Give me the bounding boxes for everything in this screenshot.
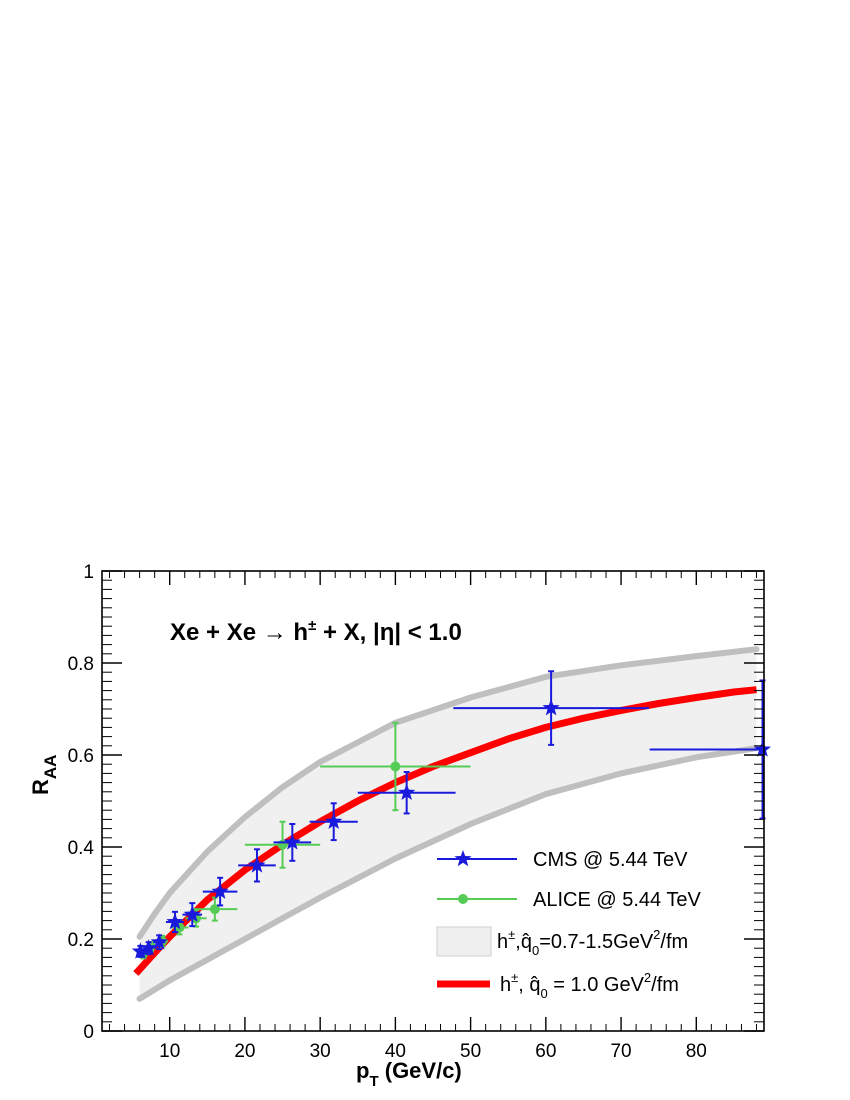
cms-point-3 [165,910,184,934]
cms-point-11 [649,679,772,820]
alice-point-5 [192,896,238,922]
x-tick-label-20: 20 [234,1041,255,1062]
x-tick-label-80: 80 [686,1041,707,1062]
alice-circle-marker-7 [390,761,401,772]
cms-star-marker-9 [398,783,416,800]
x-tick-label-40: 40 [385,1041,406,1062]
alice-point-7 [320,721,471,812]
cms-star-marker-7 [283,833,301,850]
cms-point-7 [273,823,312,862]
y-tick-label-2: 0.4 [68,838,95,859]
y-tick-label-4: 0.8 [68,654,94,675]
legend-alice-label: ALICE @ 5.44 TeV [533,889,701,911]
cms-star-marker-8 [325,812,343,829]
cms-point-2 [150,933,168,951]
cms-point-5 [202,876,238,907]
x-tick-label-50: 50 [460,1041,481,1062]
annotation-text: Xe + Xe → h± + X, |η| < 1.0 [170,617,462,646]
legend-entry-cms: CMS @ 5.44 TeV [437,849,688,871]
legend-band-label: h±,q̂0=0.7-1.5GeV2/fm [497,927,688,958]
data-points-layer [131,670,772,960]
cms-star-marker-1 [140,939,158,956]
cms-star-marker-6 [248,856,266,873]
cms-star-marker-3 [166,912,184,930]
x-axis-title: pT (GeV/c) [356,1058,462,1090]
cms-point-8 [309,802,358,842]
y-tick-label-0: 0 [83,1022,94,1043]
cms-star-marker-4 [183,905,201,922]
cms-star-marker-2 [150,933,168,950]
legend-entry-curve: h±, q̂0 = 1.0 GeV2/fm [437,970,679,1001]
legend-curve-label: h±, q̂0 = 1.0 GeV2/fm [500,970,679,1001]
cms-star-marker-10 [542,699,560,716]
cms-point-1 [140,939,158,956]
cms-point-9 [357,771,456,815]
cms-star-marker-5 [211,882,229,899]
y-axis-title: RAA [28,755,60,795]
legend-cms-star-icon [454,850,472,867]
legend-entry-alice: ALICE @ 5.44 TeV [437,889,701,911]
x-tick-label-10: 10 [159,1041,180,1062]
legend: CMS @ 5.44 TeV ALICE @ 5.44 TeV h±,q̂0=0… [436,849,701,1001]
legend-alice-circle-icon [458,894,468,904]
axes-layer: 10 20 30 40 50 60 70 80 0 0.2 0.4 0.6 0.8 1 [68,562,764,1062]
legend-entry-band: h±,q̂0=0.7-1.5GeV2/fm [436,926,688,958]
y-tick-label-5: 1 [83,562,94,583]
band-upper-edge [136,646,760,940]
x-tick-label-70: 70 [610,1041,631,1062]
x-tick-label-60: 60 [535,1041,556,1062]
y-tick-label-3: 0.6 [68,746,94,767]
model-band-layer [136,646,760,1002]
alice-circle-marker-5 [209,904,220,915]
cms-point-6 [238,848,276,883]
band-lower-edge [136,745,760,1002]
cms-star-marker-0 [131,942,149,959]
cms-point-10 [453,670,649,746]
legend-cms-label: CMS @ 5.44 TeV [533,849,688,871]
cms-point-4 [182,902,203,928]
cms-star-marker-11 [753,740,772,757]
y-tick-label-1: 0.2 [68,930,94,951]
x-tick-label-30: 30 [310,1041,331,1062]
legend-band-swatch [436,926,492,957]
